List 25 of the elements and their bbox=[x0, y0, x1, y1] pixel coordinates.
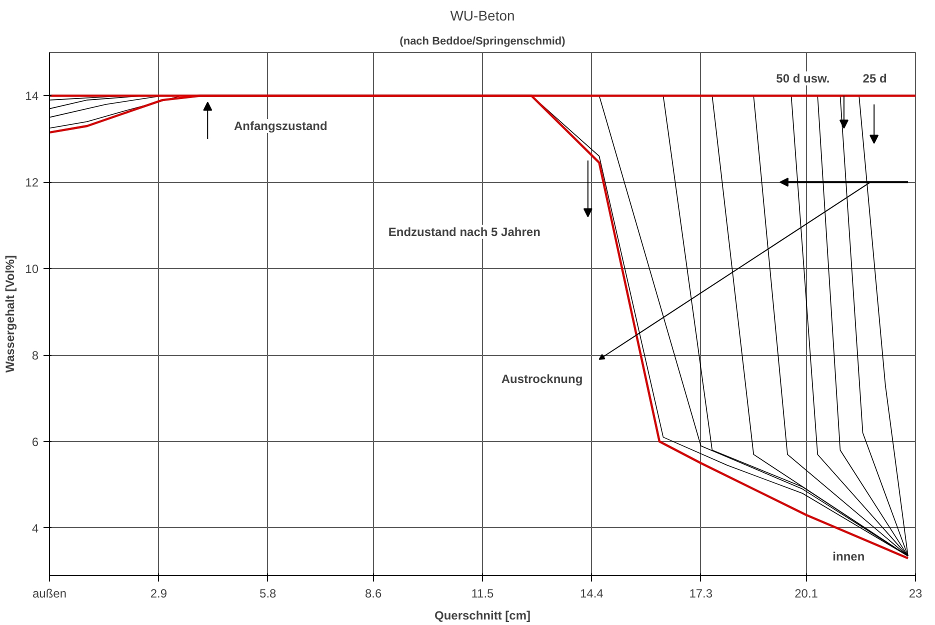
x-tick-label: 2.9 bbox=[150, 586, 168, 600]
x-tick-label: 11.5 bbox=[471, 586, 494, 600]
y-tick-label: 10 bbox=[25, 262, 39, 276]
y-tick-label: 12 bbox=[25, 176, 39, 190]
y-tick-label: 6 bbox=[32, 435, 39, 450]
annotation: Endzustand nach 5 Jahren bbox=[388, 224, 540, 239]
x-tick-label: 20.1 bbox=[794, 586, 818, 600]
chart-title: WU-Beton bbox=[450, 8, 515, 24]
x-axis-title: Querschnitt [cm] bbox=[434, 608, 531, 622]
y-tick-label: 8 bbox=[32, 348, 39, 363]
annotation: Anfangszustand bbox=[234, 118, 328, 133]
x-tick-label: 8.6 bbox=[364, 586, 382, 600]
annotation: Austrocknung bbox=[501, 372, 583, 386]
x-tick-label: 23 bbox=[908, 586, 922, 600]
annotation: 50 d usw. bbox=[776, 71, 830, 86]
chart-subtitle: (nach Beddoe/Springenschmid) bbox=[400, 36, 566, 48]
x-tick-label: außen bbox=[32, 586, 67, 600]
y-tick-label: 14 bbox=[25, 89, 39, 104]
annotation: innen bbox=[832, 550, 865, 564]
x-tick-label: 5.8 bbox=[260, 586, 277, 600]
y-axis-title: Wassergehalt [Vol%] bbox=[3, 255, 18, 373]
x-tick-label: 14.4 bbox=[580, 586, 604, 600]
annotation: 25 d bbox=[862, 71, 887, 86]
x-tick-label: 17.3 bbox=[689, 586, 713, 600]
y-tick-label: 4 bbox=[32, 521, 39, 536]
